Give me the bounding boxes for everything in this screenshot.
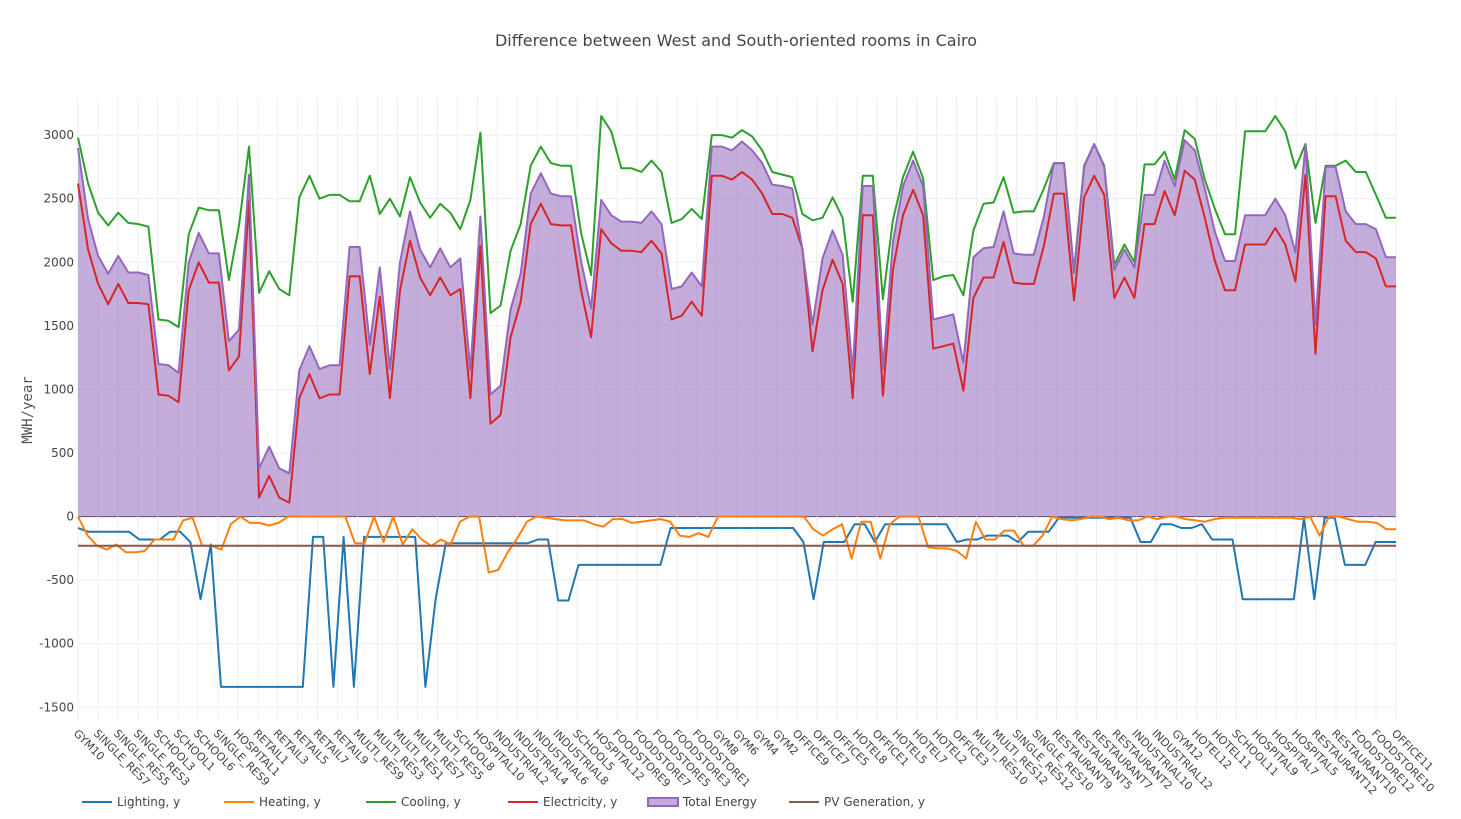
chart-title: Difference between West and South-orient… — [495, 31, 977, 50]
total-energy-line — [77, 139, 1396, 475]
y-tick-label: -1500 — [39, 700, 74, 714]
legend-swatch — [647, 797, 679, 807]
y-axis-ticks: 3000 2500 2000 1500 1000 500 0 -500 -1000 -1500 — [39, 128, 74, 714]
heating-y-line — [77, 515, 1396, 574]
legend-item: Cooling, y — [366, 795, 461, 809]
y-tick-label: 0 — [66, 510, 74, 524]
legend-item: Lighting, y — [82, 795, 180, 809]
y-tick-label: 500 — [51, 446, 74, 460]
y-tick-label: 2000 — [43, 255, 74, 269]
legend-label: Electricity, y — [543, 795, 617, 809]
legend-item: PV Generation, y — [789, 795, 925, 809]
legend-label: Lighting, y — [117, 795, 180, 809]
lighting-y-line — [77, 516, 1396, 688]
total-energy-area — [78, 140, 1396, 517]
legend-item: Total Energy — [647, 795, 757, 809]
legend: Lighting, y Heating, y Cooling, y Electrici… — [82, 795, 925, 809]
y-tick-label: -1000 — [39, 637, 74, 651]
y-tick-label: -500 — [47, 573, 74, 587]
y-axis-label: MWH/year — [20, 376, 36, 443]
y-tick-label: 1500 — [43, 319, 74, 333]
series-lines — [77, 115, 1396, 688]
legend-item: Electricity, y — [508, 795, 617, 809]
total-energy-fill — [78, 140, 1396, 517]
electricity-y-line — [77, 169, 1396, 504]
legend-label: Heating, y — [259, 795, 321, 809]
cooling-y-line — [77, 115, 1396, 329]
legend-label: PV Generation, y — [824, 795, 925, 809]
legend-item: Heating, y — [224, 795, 321, 809]
legend-label: Cooling, y — [401, 795, 461, 809]
y-tick-label: 2500 — [43, 192, 74, 206]
legend-label: Total Energy — [682, 795, 757, 809]
x-axis-ticks: GYM10SINGLE_RES7SINGLE_RES5SINGLE_RES3SC… — [71, 727, 1437, 797]
y-tick-label: 3000 — [43, 128, 74, 142]
y-tick-label: 1000 — [43, 382, 74, 396]
